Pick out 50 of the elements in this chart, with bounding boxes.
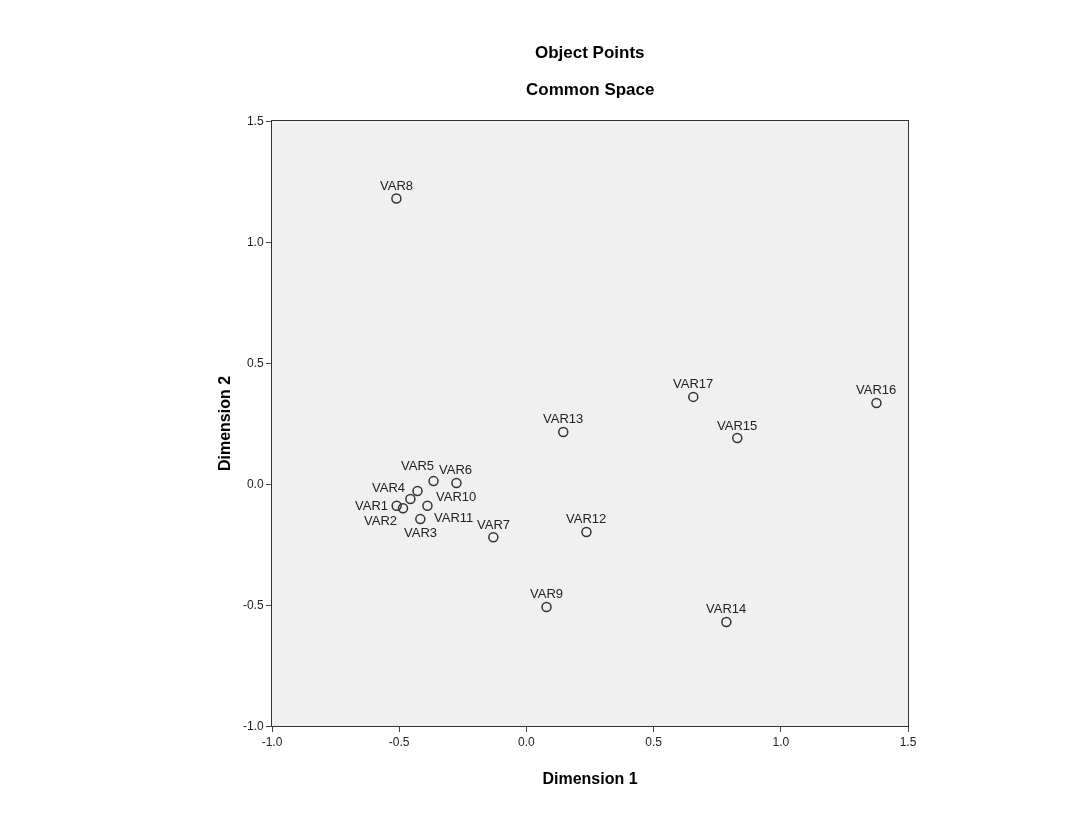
point [428, 475, 439, 487]
point [391, 500, 402, 512]
y-axis-title: Dimension 2 [216, 375, 233, 472]
x-tick-label: -1.0 [261, 735, 283, 750]
point [581, 526, 592, 538]
y-tick-label: -1.0 [242, 719, 264, 734]
annotation: VAR4 [372, 480, 405, 495]
annotation: VAR1 [355, 498, 388, 513]
point [488, 531, 499, 543]
x-axis-title: Dimension 1 [542, 770, 638, 787]
annotation: VAR16 [856, 382, 897, 397]
annotation: VAR15 [717, 418, 758, 433]
point [558, 426, 569, 438]
x-tick-label: 0.5 [645, 735, 663, 750]
chart-subtitle: Common Space [526, 80, 655, 99]
point [871, 397, 882, 409]
y-tick-label: 0.0 [246, 477, 264, 492]
y-tick-label: 0.5 [246, 356, 264, 371]
annotation: VAR3 [404, 525, 437, 540]
chart-title: Object Points [535, 43, 645, 62]
annotation: VAR2 [364, 513, 397, 528]
point [391, 193, 402, 204]
annotation: VAR14 [706, 601, 747, 616]
point [541, 601, 552, 613]
point [451, 477, 462, 489]
annotation: VAR7 [477, 517, 510, 532]
annotation: VAR12 [566, 511, 607, 526]
y-tick-label: 1.5 [246, 114, 264, 129]
annotation: VAR11 [434, 510, 474, 525]
annotation: VAR9 [530, 586, 563, 601]
x-tick-label: -0.5 [388, 735, 410, 750]
annotation: VAR8 [380, 178, 413, 193]
point [732, 432, 743, 444]
y-tick-label: -0.5 [242, 598, 264, 613]
x-tick-label: 1.5 [899, 735, 917, 750]
point [405, 493, 416, 505]
point [422, 500, 433, 512]
x-tick-label: 1.0 [772, 735, 790, 750]
point [412, 485, 423, 497]
annotation: VAR13 [543, 411, 584, 426]
point [397, 502, 409, 514]
point [721, 616, 732, 628]
point [688, 391, 699, 403]
annotation: VAR5 [401, 458, 434, 473]
annotation: VAR17 [673, 376, 714, 391]
annotation: VAR6 [439, 462, 472, 477]
annotation: VAR10 [436, 489, 477, 504]
point [415, 513, 426, 525]
y-tick-label: 1.0 [246, 235, 264, 250]
x-tick-label: 0.0 [518, 735, 536, 750]
